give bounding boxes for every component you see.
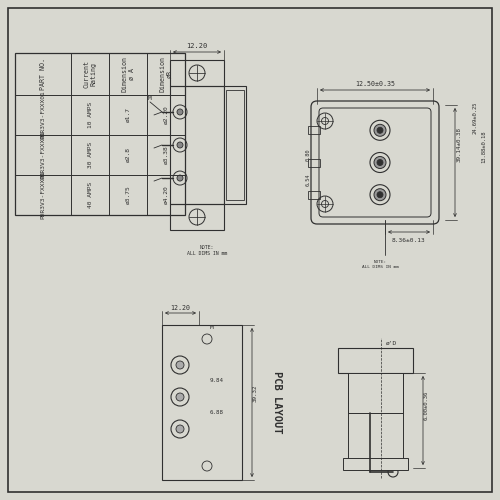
Bar xyxy=(170,86,224,204)
Text: 10 AMPS: 10 AMPS xyxy=(88,102,92,128)
Text: Dimension
øB: Dimension øB xyxy=(160,56,172,92)
Bar xyxy=(338,348,413,373)
Text: 12.20: 12.20 xyxy=(186,43,208,49)
Text: 12.20: 12.20 xyxy=(170,305,190,311)
Circle shape xyxy=(177,175,183,181)
Text: 30 AMPS: 30 AMPS xyxy=(88,142,92,168)
Circle shape xyxy=(377,160,383,166)
Circle shape xyxy=(176,393,184,401)
Text: Dimension
ø A: Dimension ø A xyxy=(122,56,134,92)
Circle shape xyxy=(374,124,386,136)
Text: ø3.75: ø3.75 xyxy=(126,186,130,204)
FancyBboxPatch shape xyxy=(319,108,431,217)
Bar xyxy=(162,325,242,480)
Text: PCB LAYOUT: PCB LAYOUT xyxy=(272,371,282,434)
Bar xyxy=(226,90,244,200)
Circle shape xyxy=(177,109,183,115)
Circle shape xyxy=(377,192,383,198)
Bar xyxy=(224,86,246,204)
FancyBboxPatch shape xyxy=(311,101,439,224)
Text: Current
Rating: Current Rating xyxy=(84,60,96,88)
Text: M: M xyxy=(148,96,152,101)
Text: PDR3V3-FXXX01: PDR3V3-FXXX01 xyxy=(40,130,46,180)
Text: 24.69±0.25: 24.69±0.25 xyxy=(473,102,478,134)
Bar xyxy=(308,126,320,134)
Text: NOTE:
ALL DIMS IN mm: NOTE: ALL DIMS IN mm xyxy=(187,245,227,256)
Circle shape xyxy=(177,142,183,148)
Text: M: M xyxy=(210,325,214,330)
Text: ø1.7: ø1.7 xyxy=(126,108,130,122)
Text: ø3.38: ø3.38 xyxy=(164,146,168,165)
Bar xyxy=(343,458,408,470)
Text: 8.36±0.13: 8.36±0.13 xyxy=(392,238,426,243)
Text: 0.80: 0.80 xyxy=(306,148,310,161)
Bar xyxy=(348,373,403,413)
Text: 40 AMPS: 40 AMPS xyxy=(88,182,92,208)
Text: 6.54: 6.54 xyxy=(306,174,310,186)
Text: 6.00±0.36: 6.00±0.36 xyxy=(424,391,428,420)
Bar xyxy=(170,60,224,86)
Text: ø4.20: ø4.20 xyxy=(164,186,168,204)
Text: 39.32: 39.32 xyxy=(252,385,258,402)
Text: ø2.20: ø2.20 xyxy=(164,106,168,124)
Text: PART NO.: PART NO. xyxy=(40,58,46,90)
Circle shape xyxy=(176,425,184,433)
Circle shape xyxy=(374,188,386,200)
Text: NOTE:
ALL DIMS IN mm: NOTE: ALL DIMS IN mm xyxy=(362,260,399,268)
Text: 6.88: 6.88 xyxy=(210,410,224,416)
Bar xyxy=(308,158,320,166)
Text: ø2.8: ø2.8 xyxy=(126,148,130,162)
Bar xyxy=(308,190,320,198)
Circle shape xyxy=(374,156,386,168)
Text: PDR3V3-FXXX01: PDR3V3-FXXX01 xyxy=(40,90,46,140)
Circle shape xyxy=(176,361,184,369)
Text: PDR3V3-FXXX01: PDR3V3-FXXX01 xyxy=(40,170,46,220)
Text: ø'D: ø'D xyxy=(386,340,397,345)
Text: 12.50±0.35: 12.50±0.35 xyxy=(355,81,395,87)
Text: 39.14±0.38: 39.14±0.38 xyxy=(456,128,462,162)
Text: 13.88±0.18: 13.88±0.18 xyxy=(481,130,486,162)
Bar xyxy=(170,204,224,230)
Bar xyxy=(348,413,403,468)
Text: 9.84: 9.84 xyxy=(210,378,224,384)
Bar xyxy=(15,53,185,215)
Circle shape xyxy=(377,128,383,134)
